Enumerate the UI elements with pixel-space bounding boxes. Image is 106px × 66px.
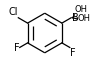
Text: Cl: Cl <box>9 7 18 17</box>
Text: F: F <box>70 48 76 58</box>
Text: OH: OH <box>74 5 87 14</box>
Text: F: F <box>14 43 20 53</box>
Text: B: B <box>72 13 78 23</box>
Text: OH: OH <box>77 14 90 23</box>
